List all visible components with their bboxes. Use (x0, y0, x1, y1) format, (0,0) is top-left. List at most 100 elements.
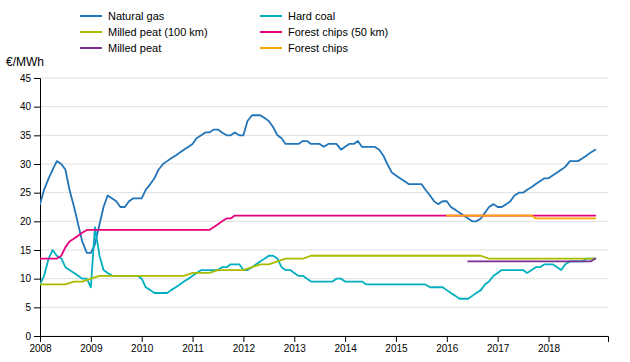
series-line (447, 216, 595, 219)
legend-item: Milled peat (100 km) (80, 26, 208, 38)
x-tick-label: 2013 (284, 343, 307, 354)
grid-line (40, 78, 608, 79)
y-tick: 45 (20, 73, 40, 84)
legend-swatch (80, 47, 102, 49)
x-tick: 2013 (284, 336, 307, 354)
y-tick-label: 35 (20, 130, 32, 141)
legend-label: Natural gas (108, 10, 165, 22)
x-tick-label: 2015 (385, 343, 408, 354)
y-axis-title: €/MWh (6, 55, 44, 69)
y-tick-label: 10 (20, 273, 32, 284)
y-tick-label: 15 (20, 245, 32, 256)
legend-label: Forest chips (288, 42, 348, 54)
x-tick: 2014 (334, 336, 357, 354)
legend-label: Milled peat (100 km) (108, 26, 208, 38)
grid-line (40, 106, 608, 107)
x-axis: 2008 2009 2010 2011 2012 2013 2014 2015 2016 2017… (29, 336, 608, 354)
legend-swatch (80, 31, 102, 33)
series-line (468, 259, 595, 262)
y-tick-mark (34, 221, 40, 222)
y-tick-label: 25 (20, 187, 32, 198)
y-tick: 0 (25, 331, 40, 342)
grid-line (40, 278, 608, 279)
legend-item: Forest chips (260, 42, 348, 54)
y-tick-label: 45 (20, 73, 32, 84)
y-tick: 5 (25, 302, 40, 313)
y-tick: 40 (20, 101, 40, 112)
x-tick: 2018 (538, 336, 561, 354)
legend-item: Milled peat (80, 42, 161, 54)
x-tick-label: 2011 (182, 343, 204, 354)
x-tick-mark (498, 336, 499, 342)
x-tick: 2017 (487, 336, 510, 354)
x-tick-mark (193, 336, 194, 342)
y-tick: 30 (20, 159, 40, 170)
y-tick-mark (34, 279, 40, 280)
x-tick: 2016 (436, 336, 459, 354)
series-line (40, 115, 595, 253)
legend-swatch (260, 47, 282, 49)
x-tick: 2012 (233, 336, 256, 354)
legend-label: Forest chips (50 km) (288, 26, 388, 38)
plot-area (40, 115, 595, 298)
y-tick: 20 (20, 216, 40, 227)
legend-item: Hard coal (260, 10, 335, 22)
y-axis: 0 5 10 15 20 25 30 35 40 45 (20, 73, 41, 342)
y-tick-mark (34, 78, 40, 79)
chart: 2008200920102011201220132014201520162017… (0, 0, 630, 362)
y-tick: 25 (20, 187, 40, 198)
x-tick-mark (294, 336, 295, 342)
grid-line (40, 307, 608, 308)
x-tick-label: 2014 (334, 343, 357, 354)
grid-line (40, 250, 608, 251)
y-tick-mark (34, 250, 40, 251)
series-line (40, 216, 595, 259)
legend-label: Hard coal (288, 10, 335, 22)
series-line (40, 227, 595, 299)
y-tick: 15 (20, 245, 40, 256)
y-tick-mark (34, 135, 40, 136)
legend: Natural gas Hard coal Milled peat (100 km)… (80, 10, 388, 54)
x-tick-mark (447, 336, 448, 342)
x-tick-mark (243, 336, 244, 342)
legend-swatch (260, 31, 282, 33)
y-tick: 10 (20, 273, 40, 284)
x-tick-mark (396, 336, 397, 342)
x-tick: 2008 (29, 336, 52, 354)
y-tick-mark (34, 336, 40, 337)
x-tick: 2011 (182, 336, 204, 354)
y-tick-label: 5 (25, 302, 31, 313)
grid-line (40, 164, 608, 165)
y-tick-mark (34, 164, 40, 165)
legend-item: Natural gas (80, 10, 165, 22)
y-tick-mark (34, 307, 40, 308)
x-tick-label: 2010 (131, 343, 154, 354)
grid-line (40, 135, 608, 136)
grid-line (40, 221, 608, 222)
x-tick-label: 2008 (29, 343, 52, 354)
x-tick-label: 2012 (233, 343, 256, 354)
series-line (40, 256, 595, 285)
legend-item: Forest chips (50 km) (260, 26, 388, 38)
x-tick-mark (142, 336, 143, 342)
y-tick-mark (34, 107, 40, 108)
legend-swatch (260, 15, 282, 17)
x-tick: 2015 (385, 336, 408, 354)
x-tick-label: 2017 (487, 343, 510, 354)
x-tick-label: 2009 (80, 343, 103, 354)
grid (40, 78, 608, 336)
y-tick-mark (34, 193, 40, 194)
legend-swatch (80, 15, 102, 17)
y-tick-label: 0 (25, 331, 31, 342)
y-tick-label: 40 (20, 101, 32, 112)
x-tick-mark (345, 336, 346, 342)
x-tick-label: 2016 (436, 343, 459, 354)
y-axis-line (34, 79, 41, 337)
y-tick-label: 20 (20, 216, 32, 227)
legend-label: Milled peat (108, 42, 161, 54)
x-axis-line (41, 337, 609, 343)
x-tick-mark (549, 336, 550, 342)
y-tick-label: 30 (20, 159, 32, 170)
x-tick-label: 2018 (538, 343, 561, 354)
x-tick-mark (91, 336, 92, 342)
